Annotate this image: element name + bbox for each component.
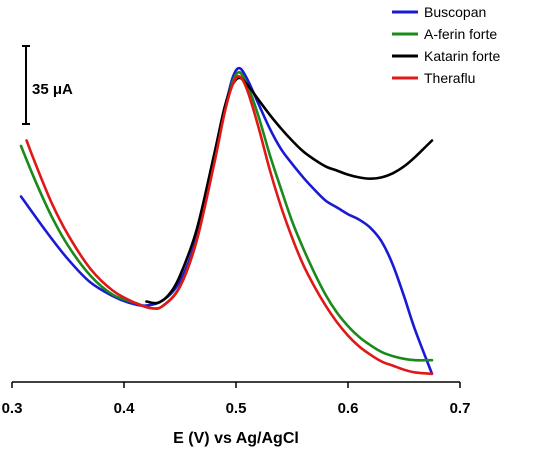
scale-bar-label: 35 μA <box>32 81 73 98</box>
series-line-a-ferin-forte <box>19 71 434 362</box>
legend-label: Buscopan <box>424 4 486 20</box>
legend: Buscopan A-ferin forte Katarin forte Theraf… <box>392 4 500 86</box>
x-tick-label: 0.3 <box>2 400 23 417</box>
x-tick-label: 0.4 <box>114 400 136 417</box>
x-tick-label: 0.7 <box>450 400 471 417</box>
series-line-theraflu <box>25 74 434 376</box>
x-axis-title: E (V) vs Ag/AgCl <box>173 430 299 447</box>
x-tick-label: 0.6 <box>338 400 359 417</box>
x-ticks: 0.3 0.4 0.5 0.6 0.7 <box>2 382 471 417</box>
legend-label: Theraflu <box>424 70 475 86</box>
scale-bar: 35 μA <box>22 45 73 125</box>
series-line-katarin-forte <box>145 76 434 305</box>
series-line-buscopan <box>19 66 434 376</box>
legend-label: A-ferin forte <box>424 26 497 42</box>
legend-label: Katarin forte <box>424 48 500 64</box>
x-tick-label: 0.5 <box>226 400 247 417</box>
series-layer <box>19 66 434 376</box>
